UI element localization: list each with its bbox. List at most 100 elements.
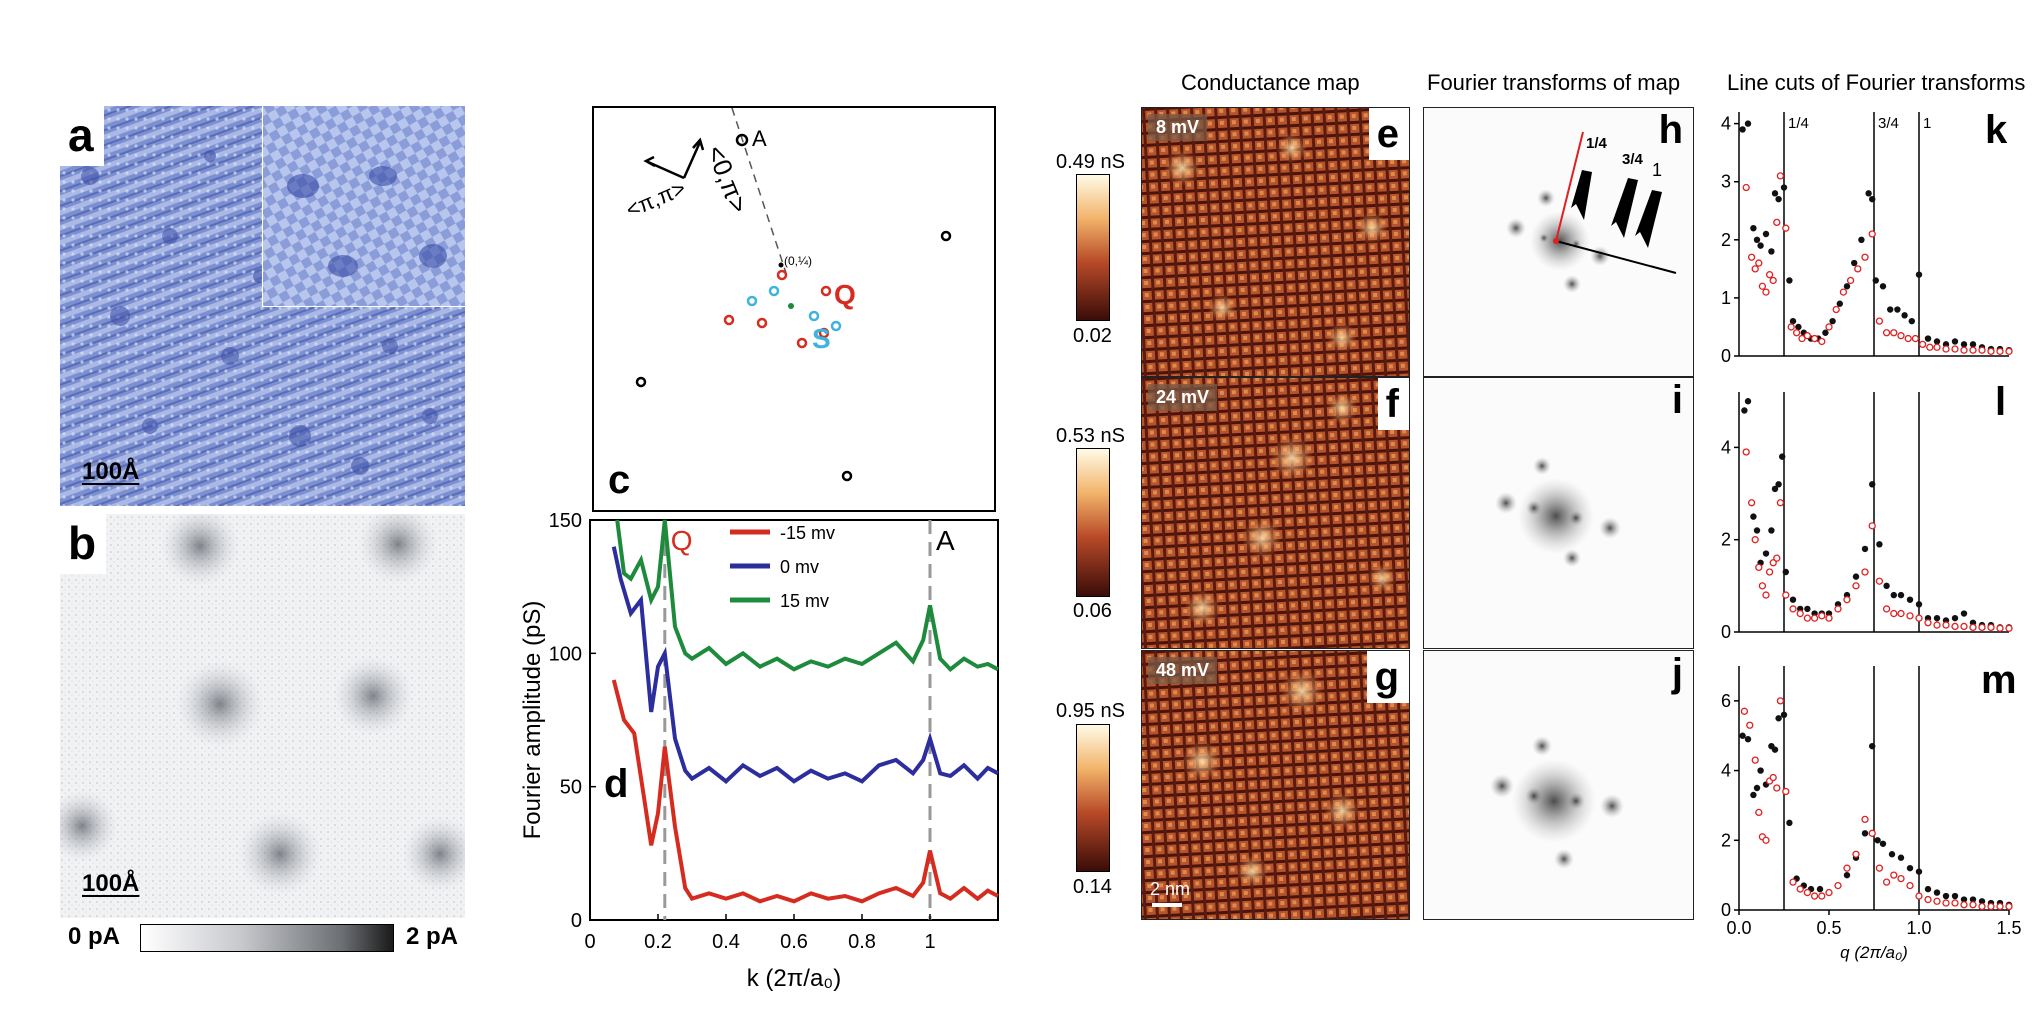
panel-l-point-red bbox=[1868, 522, 1876, 530]
panel-l-point-black bbox=[1883, 582, 1890, 590]
panel-l-point-black bbox=[1744, 398, 1752, 405]
panel-d-ytick-label: 0 bbox=[571, 910, 582, 932]
panel-l-point-red bbox=[1751, 536, 1759, 544]
panel-l-point-red bbox=[1996, 624, 2004, 632]
panel-c-point-q: (0,¼) bbox=[784, 254, 812, 268]
colorbar-g bbox=[1076, 724, 1110, 872]
panel-m-point-red bbox=[1755, 808, 1763, 817]
panel-k-point-black bbox=[1887, 306, 1894, 313]
panel-m-xlabel: q (2π/a₀) bbox=[1840, 943, 1908, 962]
panel-k-point-black bbox=[1858, 236, 1865, 244]
panel-k-point-black bbox=[1786, 277, 1793, 284]
panel-d-legend-label: -15 mv bbox=[780, 523, 835, 543]
panel-i-label: i bbox=[1671, 378, 1683, 422]
panel-l-point-red bbox=[1882, 605, 1891, 613]
panel-e-conductance-map: 8 mV e bbox=[1141, 107, 1410, 377]
panel-k-point-black bbox=[1795, 323, 1802, 331]
panel-l-point-red bbox=[1742, 448, 1750, 456]
panel-b-colorbar-min: 0 pA bbox=[68, 923, 121, 950]
panel-k-point-red bbox=[1875, 317, 1884, 325]
title-line-cuts: Line cuts of Fourier transforms bbox=[1727, 70, 2026, 95]
panel-d-xtick-label: 1 bbox=[924, 931, 935, 953]
panel-k-point-red bbox=[1782, 224, 1790, 232]
panel-d-ytick-label: 150 bbox=[549, 512, 582, 532]
panel-k-point-red bbox=[1933, 343, 1941, 351]
panel-d-ytick-label: 50 bbox=[560, 777, 582, 799]
panel-k-point-black bbox=[1744, 120, 1752, 127]
panel-m-point-red bbox=[1796, 885, 1804, 893]
panel-k-point-black bbox=[1771, 190, 1779, 197]
panel-k-point-red bbox=[1818, 337, 1826, 346]
panel-k-point-red bbox=[1897, 332, 1905, 340]
panel-k-point-red bbox=[1832, 305, 1840, 314]
panel-a-label: a bbox=[60, 106, 104, 166]
panel-h-q14: 1/4 bbox=[1586, 135, 1608, 152]
panel-k-point-red bbox=[1787, 323, 1795, 331]
panel-d-ytick-label: 100 bbox=[549, 643, 582, 665]
panel-l-point-black bbox=[1782, 568, 1789, 576]
panel-d-xtick-label: 0.2 bbox=[644, 931, 672, 953]
panel-k-point-red bbox=[1868, 230, 1876, 238]
panel-k-point-black bbox=[1901, 312, 1908, 319]
panel-k-point-red bbox=[1918, 340, 1927, 349]
panel-l-ytick-label: 2 bbox=[1721, 530, 1731, 550]
panel-k-point-black bbox=[1908, 317, 1915, 325]
panel-l-point-black bbox=[1869, 481, 1876, 488]
panel-m-point-black bbox=[1775, 715, 1782, 722]
panel-m-point-black bbox=[1874, 837, 1881, 844]
panel-k-ytick-label: 3 bbox=[1721, 172, 1731, 192]
panel-d-legend-label: 15 mv bbox=[780, 591, 829, 611]
panel-m-point-black bbox=[1739, 732, 1746, 739]
panel-l-point-red bbox=[1987, 623, 1995, 632]
panel-k-point-red bbox=[1926, 343, 1934, 351]
panel-k-ytick-label: 0 bbox=[1721, 346, 1731, 366]
panel-m-point-black bbox=[1960, 896, 1968, 903]
panel-m-point-black bbox=[1915, 868, 1923, 875]
panel-j-label: j bbox=[1671, 651, 1683, 695]
panel-k-point-red bbox=[1769, 276, 1777, 285]
panel-l-point-red bbox=[1942, 621, 1950, 629]
panel-l-point-red bbox=[1796, 609, 1804, 618]
panel-l-point-red bbox=[1776, 499, 1785, 507]
title-conductance-map: Conductance map bbox=[1181, 70, 1360, 95]
panel-l-point-black bbox=[1753, 527, 1761, 534]
panel-k-point-red bbox=[1792, 329, 1801, 337]
panel-m-point-black bbox=[1879, 840, 1887, 847]
panel-l-point-black bbox=[1789, 596, 1797, 603]
panel-m-point-black bbox=[1861, 830, 1869, 837]
panel-h-label: h bbox=[1658, 108, 1683, 152]
colorbar-f bbox=[1076, 448, 1110, 597]
panel-m-point-red bbox=[1810, 892, 1819, 900]
panel-j-fourier-map: j bbox=[1423, 650, 1694, 920]
panel-g-energy: 48 mV bbox=[1148, 657, 1218, 684]
panel-l-point-red bbox=[1782, 591, 1790, 599]
panel-m-point-red bbox=[1915, 892, 1923, 900]
panel-k-point-black bbox=[1762, 230, 1770, 238]
panel-m-point-red bbox=[1776, 697, 1785, 705]
panel-k-point-black bbox=[1739, 126, 1746, 133]
panel-l-point-red bbox=[1773, 554, 1781, 562]
panel-a-scalebar: 100Å bbox=[82, 458, 140, 485]
panel-m-point-red bbox=[1868, 829, 1876, 837]
panel-k-point-black bbox=[1768, 248, 1775, 255]
panel-k-point-black bbox=[1894, 306, 1901, 313]
panel-m-point-red bbox=[1825, 888, 1833, 897]
panel-d-marker-label: A bbox=[936, 525, 955, 556]
panel-k-point-red bbox=[1846, 276, 1855, 285]
panel-l-point-red bbox=[1843, 596, 1851, 604]
panel-d-frame bbox=[589, 519, 999, 921]
panel-m-point-black bbox=[1786, 819, 1793, 827]
panel-m-point-black bbox=[1780, 711, 1788, 718]
panel-m-point-red bbox=[1996, 902, 2004, 911]
panel-m-point-red bbox=[1762, 836, 1770, 844]
panel-f-label: f bbox=[1377, 378, 1409, 430]
panel-l-point-red bbox=[1875, 577, 1884, 585]
panel-m-point-black bbox=[1843, 871, 1851, 879]
panel-d-svg: Q A 0 0.2 0.4 0.6 0.8 1 0 50 100 150 k (2π/a₀) Fourie… bbox=[519, 510, 999, 992]
panel-k-ytick-label: 2 bbox=[1721, 230, 1731, 250]
panel-l-point-black bbox=[1750, 513, 1757, 520]
panel-k-ytick-label: 1 bbox=[1721, 288, 1731, 308]
panel-g-scalebar-line bbox=[1152, 903, 1182, 907]
panel-l-point-black bbox=[1915, 601, 1923, 608]
panel-l-point-red bbox=[1769, 559, 1777, 567]
